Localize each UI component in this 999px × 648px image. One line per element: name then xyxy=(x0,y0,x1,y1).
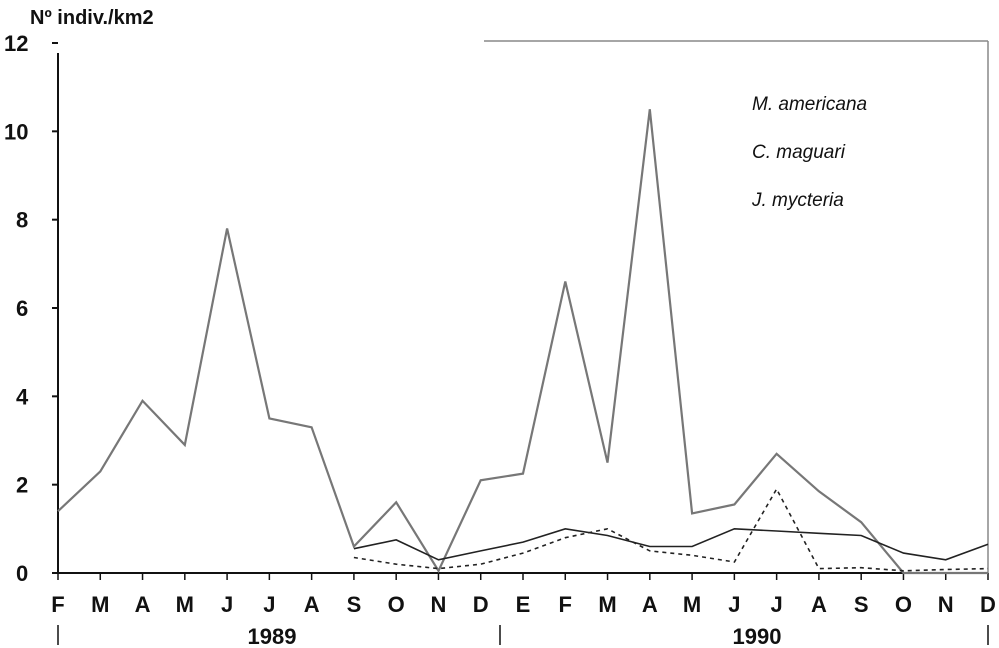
x-tick-label-17: J xyxy=(771,592,783,617)
y-tick-label-2: 2 xyxy=(16,473,28,498)
y-axis-title: Nº indiv./km2 xyxy=(30,7,154,29)
year-label-1990: 1990 xyxy=(733,624,782,648)
x-tick-label-5: J xyxy=(263,592,275,617)
series-line-m-americana xyxy=(57,109,988,575)
x-tick-label-12: F xyxy=(559,592,572,617)
x-tick-label-20: O xyxy=(895,592,912,617)
x-tick-label-22: D xyxy=(980,592,996,617)
y-tick-label-4: 4 xyxy=(16,384,29,409)
x-tick-label-15: M xyxy=(683,592,701,617)
legend-label-m-americana: M. americana xyxy=(752,94,867,115)
series-line-c-maguari xyxy=(353,527,989,561)
x-tick-label-10: D xyxy=(473,592,489,617)
y-tick-label-10: 10 xyxy=(4,119,28,144)
axes xyxy=(57,40,989,574)
x-tick-label-18: A xyxy=(811,592,827,617)
y-tick-label-12: 12 xyxy=(4,31,28,56)
x-tick-label-1: M xyxy=(91,592,109,617)
legend-label-j-mycteria: J. mycteria xyxy=(751,190,844,211)
x-tick-label-4: J xyxy=(221,592,233,617)
x-tick-label-0: F xyxy=(51,592,64,617)
series-line-j-mycteria xyxy=(353,487,989,572)
x-tick-label-16: J xyxy=(728,592,740,617)
x-tick-label-19: S xyxy=(854,592,869,617)
y-tick-label-6: 6 xyxy=(16,296,28,321)
x-tick-label-21: N xyxy=(938,592,954,617)
legend-label-c-maguari: C. maguari xyxy=(752,142,846,163)
x-tick-label-9: N xyxy=(431,592,447,617)
x-tick-label-3: M xyxy=(176,592,194,617)
y-axis-ticks: 0 2 4 6 8 10 12 xyxy=(4,31,58,586)
y-tick-label-8: 8 xyxy=(16,208,28,233)
year-label-1989: 1989 xyxy=(248,624,297,648)
x-tick-label-11: E xyxy=(516,592,531,617)
x-tick-label-7: S xyxy=(347,592,362,617)
y-tick-label-0: 0 xyxy=(16,561,28,586)
x-tick-label-2: A xyxy=(135,592,151,617)
series-lines xyxy=(57,109,989,575)
x-tick-label-6: A xyxy=(304,592,320,617)
x-tick-label-13: M xyxy=(598,592,616,617)
year-labels: 1989 1990 xyxy=(57,624,989,648)
x-tick-label-14: A xyxy=(642,592,658,617)
x-tick-label-8: O xyxy=(388,592,405,617)
legend: M. americana C. maguari J. mycteria xyxy=(751,94,867,211)
